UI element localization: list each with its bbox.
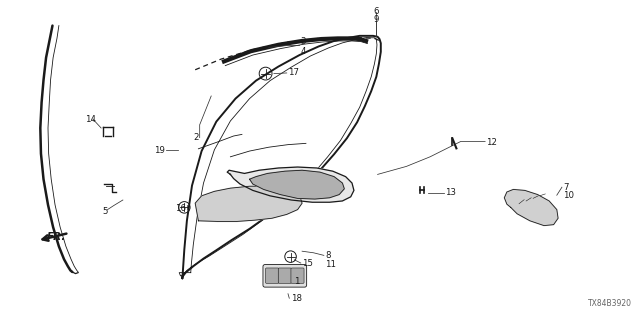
Text: 6: 6 [374, 7, 379, 16]
FancyBboxPatch shape [266, 268, 278, 283]
FancyBboxPatch shape [291, 268, 304, 283]
Text: 5: 5 [103, 207, 108, 216]
Text: 2: 2 [193, 133, 198, 142]
Text: 16: 16 [175, 204, 186, 213]
Text: 7: 7 [563, 183, 569, 192]
Text: 4: 4 [301, 47, 307, 56]
FancyBboxPatch shape [263, 265, 307, 287]
Polygon shape [504, 189, 558, 226]
Text: 19: 19 [154, 146, 165, 155]
Polygon shape [195, 186, 302, 221]
Text: 10: 10 [563, 191, 574, 200]
FancyBboxPatch shape [278, 268, 291, 283]
Text: 15: 15 [302, 259, 313, 268]
Text: 18: 18 [291, 294, 302, 303]
Text: 12: 12 [486, 138, 497, 147]
Text: FR.: FR. [47, 232, 66, 243]
Polygon shape [250, 170, 344, 199]
Text: 3: 3 [301, 37, 307, 46]
Text: 1: 1 [294, 277, 300, 286]
Text: TX84B3920: TX84B3920 [588, 299, 632, 308]
Text: 14: 14 [85, 115, 97, 124]
Text: 8: 8 [325, 252, 331, 260]
Text: 17: 17 [288, 68, 299, 77]
Text: 11: 11 [325, 260, 336, 269]
Text: 13: 13 [445, 188, 456, 197]
Text: 9: 9 [374, 15, 379, 24]
Polygon shape [227, 167, 354, 202]
